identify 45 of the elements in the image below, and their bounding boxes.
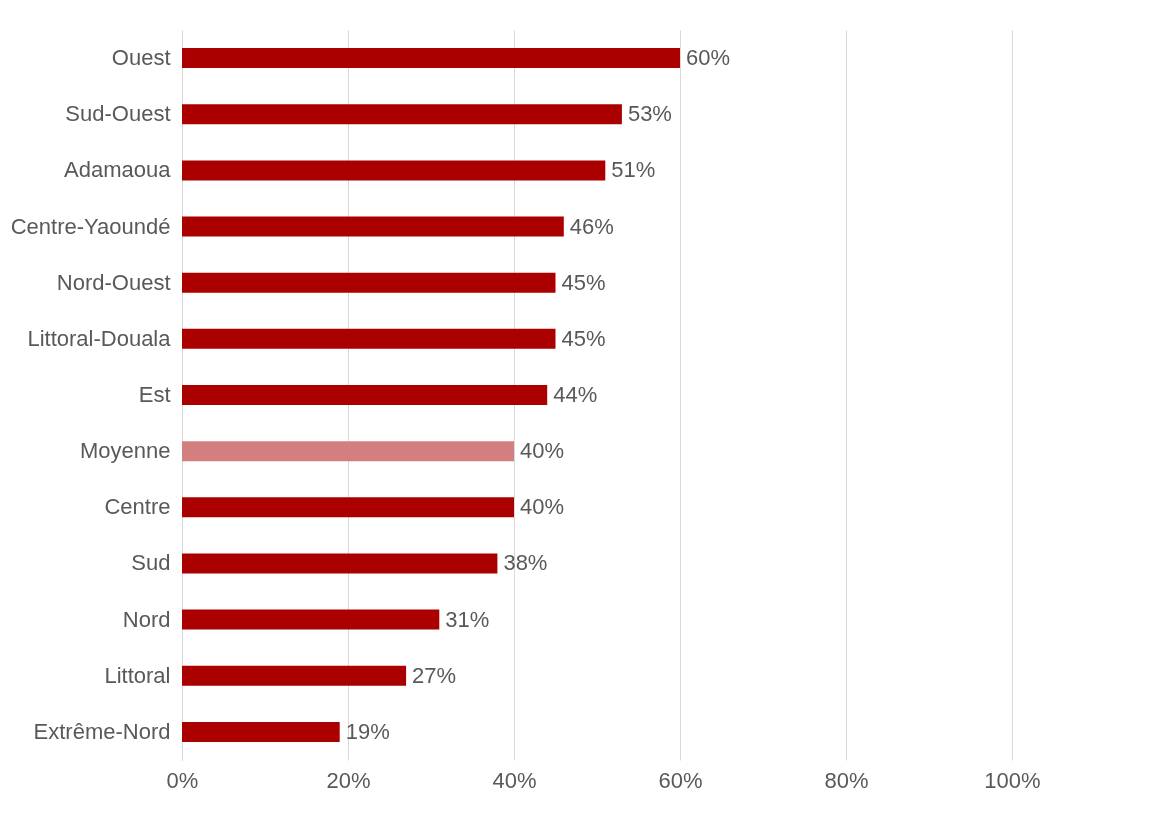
y-tick-label: Nord-Ouest [56, 269, 171, 295]
data-label: 31% [445, 606, 490, 632]
x-tick-label: 80% [824, 767, 869, 793]
bar [182, 665, 407, 686]
bar [182, 104, 622, 125]
bar [182, 609, 440, 630]
bar [182, 272, 556, 293]
x-tick-label: 100% [984, 767, 1041, 793]
y-tick-label: Centre-Yaoundé [10, 213, 171, 239]
data-label: 27% [412, 662, 457, 688]
y-tick-label: Sud [131, 550, 171, 576]
bar [182, 48, 680, 69]
data-label: 51% [611, 157, 656, 183]
y-tick-label: Ouest [111, 45, 171, 71]
bar [182, 328, 556, 349]
data-label: 53% [627, 101, 672, 127]
bar [182, 160, 606, 181]
bar [182, 497, 514, 518]
y-tick-label: Sud-Ouest [65, 101, 171, 127]
bar [182, 385, 548, 405]
bar [182, 216, 564, 237]
data-label: 40% [520, 438, 565, 464]
y-tick-label: Extrême-Nord [33, 718, 171, 744]
x-tick-label: 40% [492, 767, 537, 793]
y-tick-label: Centre [104, 494, 171, 520]
y-tick-label: Est [138, 382, 171, 407]
x-tick-label: 60% [658, 767, 703, 793]
y-tick-label: Littoral [104, 662, 171, 688]
data-label: 60% [686, 45, 731, 71]
x-tick-label: 0% [166, 767, 199, 793]
data-label: 46% [569, 213, 614, 239]
y-tick-label: Nord [122, 606, 171, 632]
bar [182, 441, 514, 462]
data-label: 45% [561, 269, 606, 295]
data-label: 19% [345, 718, 390, 744]
y-tick-label: Moyenne [79, 438, 171, 464]
data-label: 38% [503, 550, 548, 576]
bar [182, 721, 340, 742]
y-tick-label: Adamaoua [64, 157, 172, 183]
data-label: 40% [520, 494, 565, 520]
y-tick-label: Littoral-Douala [27, 325, 172, 351]
data-label: 44% [553, 382, 598, 407]
data-label: 45% [561, 325, 606, 351]
bar [182, 553, 498, 574]
x-tick-label: 20% [326, 767, 371, 793]
